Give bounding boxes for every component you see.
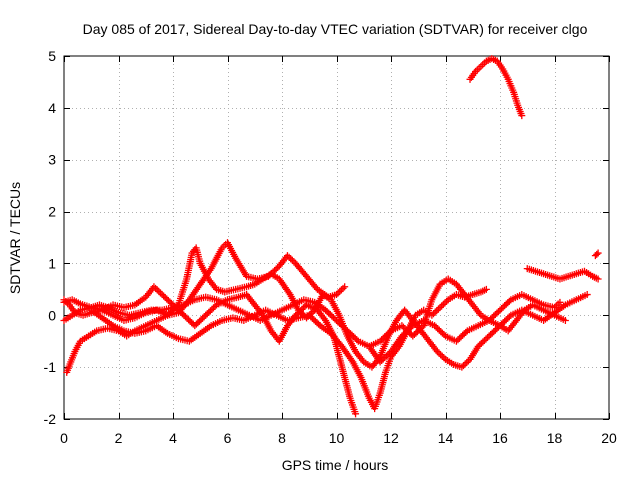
data-point xyxy=(407,323,415,331)
data-point xyxy=(434,305,442,313)
data-point xyxy=(353,336,361,344)
data-point xyxy=(294,306,302,314)
data-point xyxy=(462,328,470,336)
data-point xyxy=(153,286,161,294)
series-track-9 xyxy=(591,249,602,260)
y-tick-label: 4 xyxy=(48,100,56,116)
data-point xyxy=(430,310,438,318)
y-tick-label: 0 xyxy=(48,307,56,323)
axis-ticks xyxy=(64,56,610,420)
y-axis-label: SDTVAR / TECUs xyxy=(7,182,23,294)
x-tick-label: 8 xyxy=(278,430,286,446)
data-point xyxy=(437,351,445,359)
y-tick-label: -1 xyxy=(44,359,57,375)
data-point xyxy=(433,348,441,356)
data-point xyxy=(290,258,298,266)
data-point xyxy=(285,253,293,261)
data-point xyxy=(505,297,513,305)
data-point xyxy=(593,250,601,258)
series-track-8 xyxy=(523,265,602,283)
data-point xyxy=(287,255,295,263)
data-point xyxy=(561,316,569,324)
data-point xyxy=(152,284,160,292)
data-point xyxy=(505,313,513,321)
x-tick-label: 14 xyxy=(438,430,454,446)
data-point xyxy=(461,360,469,368)
y-tick-label: 5 xyxy=(48,48,56,64)
y-tick-label: 2 xyxy=(48,204,56,220)
data-point xyxy=(385,328,393,336)
data-point xyxy=(556,298,564,306)
data-point xyxy=(156,289,164,297)
data-point xyxy=(594,275,602,283)
series-track-7 xyxy=(466,55,526,120)
data-point xyxy=(436,304,444,312)
data-point xyxy=(438,302,446,310)
data-point xyxy=(341,283,349,291)
data-point xyxy=(333,291,340,299)
data-point xyxy=(298,309,306,317)
data-point xyxy=(211,302,219,310)
data-point xyxy=(459,362,467,370)
x-tick-label: 6 xyxy=(224,430,232,446)
chart-title: Day 085 of 2017, Sidereal Day-to-day VTE… xyxy=(83,21,588,37)
data-points xyxy=(60,55,602,418)
data-point xyxy=(440,354,448,362)
x-axis-label: GPS time / hours xyxy=(282,457,389,473)
x-tick-label: 18 xyxy=(547,430,563,446)
series-track-4 xyxy=(87,285,490,413)
data-point xyxy=(435,349,443,357)
data-point xyxy=(438,352,446,360)
data-point xyxy=(594,249,602,257)
x-tick-label: 16 xyxy=(492,430,508,446)
y-tick-label: 1 xyxy=(48,255,56,271)
data-point xyxy=(288,256,296,264)
data-point xyxy=(336,287,344,295)
data-point xyxy=(443,297,451,305)
data-point xyxy=(458,363,466,371)
y-tick-label: 3 xyxy=(48,152,56,168)
data-point xyxy=(518,112,526,120)
series-track-6 xyxy=(365,291,564,366)
data-point xyxy=(431,308,439,316)
data-point xyxy=(334,289,342,297)
series-track-5 xyxy=(60,275,569,350)
data-point xyxy=(439,300,447,308)
data-point xyxy=(309,308,317,316)
data-point xyxy=(352,410,360,418)
x-tick-label: 0 xyxy=(60,430,68,446)
series-track-3 xyxy=(63,244,591,376)
data-point xyxy=(150,283,158,291)
x-tick-label: 4 xyxy=(169,430,177,446)
x-tick-label: 12 xyxy=(383,430,399,446)
x-tick-label: 10 xyxy=(329,430,345,446)
data-point xyxy=(339,284,347,292)
data-point xyxy=(463,358,471,366)
data-point xyxy=(337,286,345,294)
data-point xyxy=(155,287,163,295)
data-point xyxy=(441,299,449,307)
x-tick-label: 20 xyxy=(601,430,617,446)
y-tick-label: -2 xyxy=(44,411,57,427)
data-point xyxy=(283,252,291,260)
plot-border xyxy=(63,55,610,420)
data-point xyxy=(482,285,490,293)
data-point xyxy=(583,291,591,299)
data-point xyxy=(433,307,441,315)
data-point xyxy=(440,331,448,339)
x-tick-label: 2 xyxy=(115,430,123,446)
